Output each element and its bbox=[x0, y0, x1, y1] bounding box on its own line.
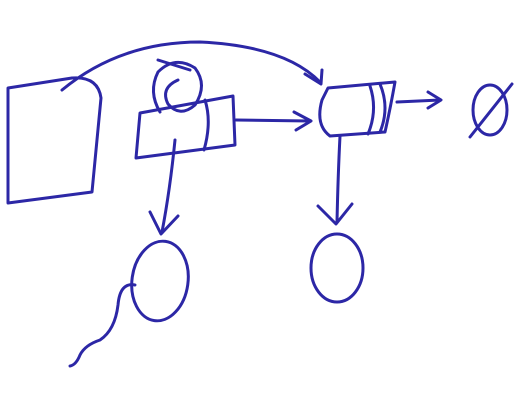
null-circle bbox=[471, 83, 509, 137]
right-down-arrow bbox=[335, 134, 342, 224]
next-arrowhead bbox=[292, 110, 313, 132]
down-arrow bbox=[160, 138, 177, 234]
null-arrow bbox=[395, 98, 442, 104]
down-arrowhead bbox=[148, 210, 180, 236]
right-down-arrowhead bbox=[316, 202, 354, 226]
right-divider-2 bbox=[378, 82, 387, 134]
next-arrow bbox=[234, 118, 312, 123]
middle-node bbox=[134, 94, 237, 160]
right-node bbox=[318, 80, 397, 138]
loop-scribble bbox=[152, 60, 203, 114]
null-arrowhead bbox=[426, 90, 443, 110]
tail-squiggle bbox=[68, 283, 137, 368]
right-divider-1 bbox=[366, 84, 375, 136]
bottom-left-circle bbox=[130, 239, 190, 323]
loop-stroke bbox=[156, 58, 192, 72]
middle-divider bbox=[202, 98, 210, 152]
bottom-right-circle bbox=[309, 232, 365, 304]
arc-pointer bbox=[60, 40, 322, 92]
arc-arrowhead bbox=[303, 68, 324, 86]
null-slash bbox=[468, 82, 514, 139]
head-box bbox=[6, 76, 103, 205]
